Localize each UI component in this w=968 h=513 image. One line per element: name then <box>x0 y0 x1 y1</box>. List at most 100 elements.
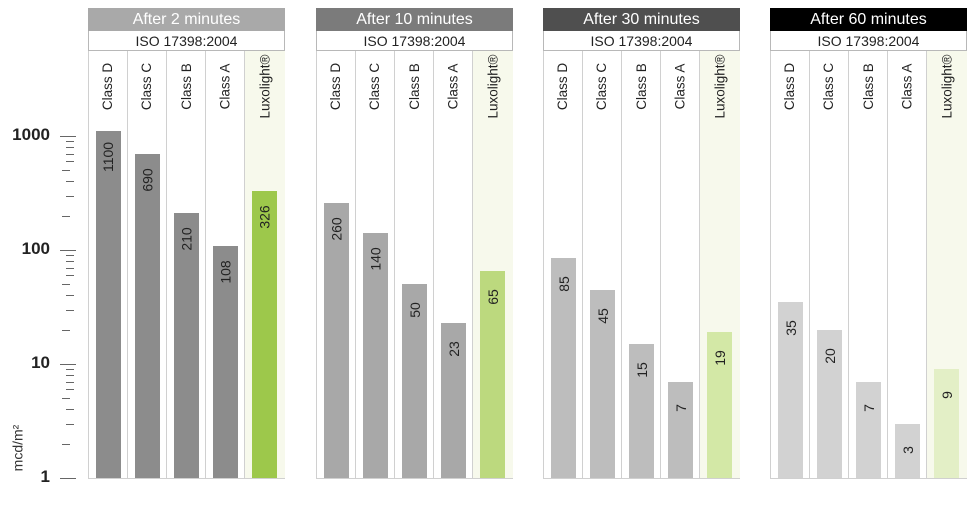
category-label-text: Class B <box>178 62 194 110</box>
bar-value-label: 9 <box>934 375 959 415</box>
bar-value-text: 260 <box>328 217 345 241</box>
y-minor-tick <box>62 444 70 445</box>
bar-value-label: 7 <box>668 388 693 428</box>
bar-value-label: 260 <box>324 209 349 249</box>
column-class: Class D 35 <box>771 51 810 478</box>
bar-value-text: 210 <box>178 227 195 251</box>
column-class: Class C 45 <box>583 51 622 478</box>
column-class: Class C 690 <box>128 51 167 478</box>
bar: 140 <box>363 233 388 478</box>
category-label-text: Class C <box>594 62 610 110</box>
column-class: Class D 1100 <box>89 51 128 478</box>
y-minor-tick <box>66 424 74 425</box>
category-label: Class A <box>434 55 472 117</box>
y-minor-tick <box>66 196 74 197</box>
category-label: Class C <box>583 55 621 117</box>
category-label: Class D <box>544 55 582 117</box>
bar-value-label: 50 <box>402 290 427 330</box>
y-major-tick <box>60 250 76 251</box>
panel-plot-area: Class D 35 Class C 20 Class B 7 Class A 3 Luxoli… <box>770 51 967 479</box>
column-class: Class A 7 <box>661 51 700 478</box>
category-label-text: Class A <box>445 63 461 109</box>
bar-value-label: 210 <box>174 219 199 259</box>
bar-value-text: 85 <box>555 276 572 292</box>
column-class: Class C 140 <box>356 51 395 478</box>
category-label-text: Class D <box>555 62 571 110</box>
category-label-text: Luxolight® <box>712 54 728 118</box>
bar-value-label: 65 <box>480 277 505 317</box>
bar: 20 <box>817 329 842 478</box>
y-tick-label: 1000 <box>12 125 50 144</box>
y-minor-tick <box>66 268 74 269</box>
column-class: Class B 7 <box>849 51 888 478</box>
y-minor-tick <box>62 330 70 331</box>
column-class: Class C 20 <box>810 51 849 478</box>
category-label: Class B <box>849 55 887 117</box>
bar-value-text: 140 <box>367 247 384 272</box>
y-major-tick <box>60 364 76 365</box>
bar-value-text: 3 <box>899 445 916 454</box>
category-label-text: Class A <box>672 63 688 109</box>
y-tick-label: 100 <box>21 239 50 258</box>
category-label-text: Class C <box>139 62 155 110</box>
bar: 260 <box>324 202 349 478</box>
category-label-text: Class A <box>899 63 915 109</box>
panel-subtitle: ISO 17398:2004 <box>543 31 740 51</box>
bar-value-text: 15 <box>633 362 650 378</box>
y-minor-tick <box>66 147 74 148</box>
y-minor-tick <box>66 255 74 256</box>
bar: 210 <box>174 213 199 478</box>
y-minor-tick <box>66 310 74 311</box>
y-minor-tick <box>66 375 74 376</box>
y-minor-tick <box>62 216 70 217</box>
y-minor-tick <box>66 389 74 390</box>
category-label-text: Luxolight® <box>485 54 501 118</box>
column-class: Class B 50 <box>395 51 434 478</box>
panel-title: After 2 minutes <box>88 8 285 31</box>
chart-panel: After 10 minutes ISO 17398:2004 Class D 260… <box>316 8 513 479</box>
bar-value-text: 108 <box>217 260 234 284</box>
bar-value-label: 1100 <box>96 137 121 177</box>
chart-panel: After 30 minutes ISO 17398:2004 Class D 85 C… <box>543 8 740 479</box>
bar-value-text: 1100 <box>100 142 117 173</box>
bar: 690 <box>135 154 160 478</box>
category-label-text: Class B <box>406 62 422 110</box>
panel-subtitle: ISO 17398:2004 <box>316 31 513 51</box>
y-minor-tick <box>62 170 70 171</box>
panel-subtitle: ISO 17398:2004 <box>770 31 967 51</box>
bar-value-text: 326 <box>256 205 273 230</box>
category-label: Class C <box>356 55 394 117</box>
y-minor-tick <box>66 382 74 383</box>
category-label-text: Class B <box>860 62 876 110</box>
bar-value-text: 65 <box>484 289 501 306</box>
y-minor-tick <box>66 161 74 162</box>
category-label: Class C <box>810 55 848 117</box>
bar-value-text: 7 <box>672 403 689 412</box>
category-label: Class D <box>89 55 127 117</box>
y-minor-tick <box>62 398 70 399</box>
category-label: Luxolight® <box>245 54 285 118</box>
y-major-tick <box>60 136 76 137</box>
bar: 15 <box>629 343 654 478</box>
bar: 326 <box>252 191 277 478</box>
category-label: Luxolight® <box>700 54 740 118</box>
chart-panel: After 2 minutes ISO 17398:2004 Class D 1100… <box>88 8 285 479</box>
y-minor-tick <box>66 295 74 296</box>
y-minor-tick <box>62 284 70 285</box>
bar: 65 <box>480 271 505 478</box>
category-label: Class A <box>661 55 699 117</box>
category-label-text: Class D <box>100 62 116 110</box>
bar-value-text: 45 <box>594 307 611 324</box>
bar: 108 <box>213 246 238 478</box>
bar-value-text: 7 <box>860 403 877 412</box>
category-label-text: Class B <box>633 62 649 110</box>
y-minor-tick <box>66 261 74 262</box>
bar-value-text: 50 <box>406 302 423 319</box>
bar-value-label: 19 <box>707 338 732 378</box>
column-luxolight: Luxolight® 9 <box>927 51 967 478</box>
column-class: Class A 23 <box>434 51 473 478</box>
bar: 3 <box>895 423 920 478</box>
column-class: Class B 15 <box>622 51 661 478</box>
category-label-text: Class D <box>328 62 344 110</box>
bar-value-label: 35 <box>778 308 803 348</box>
